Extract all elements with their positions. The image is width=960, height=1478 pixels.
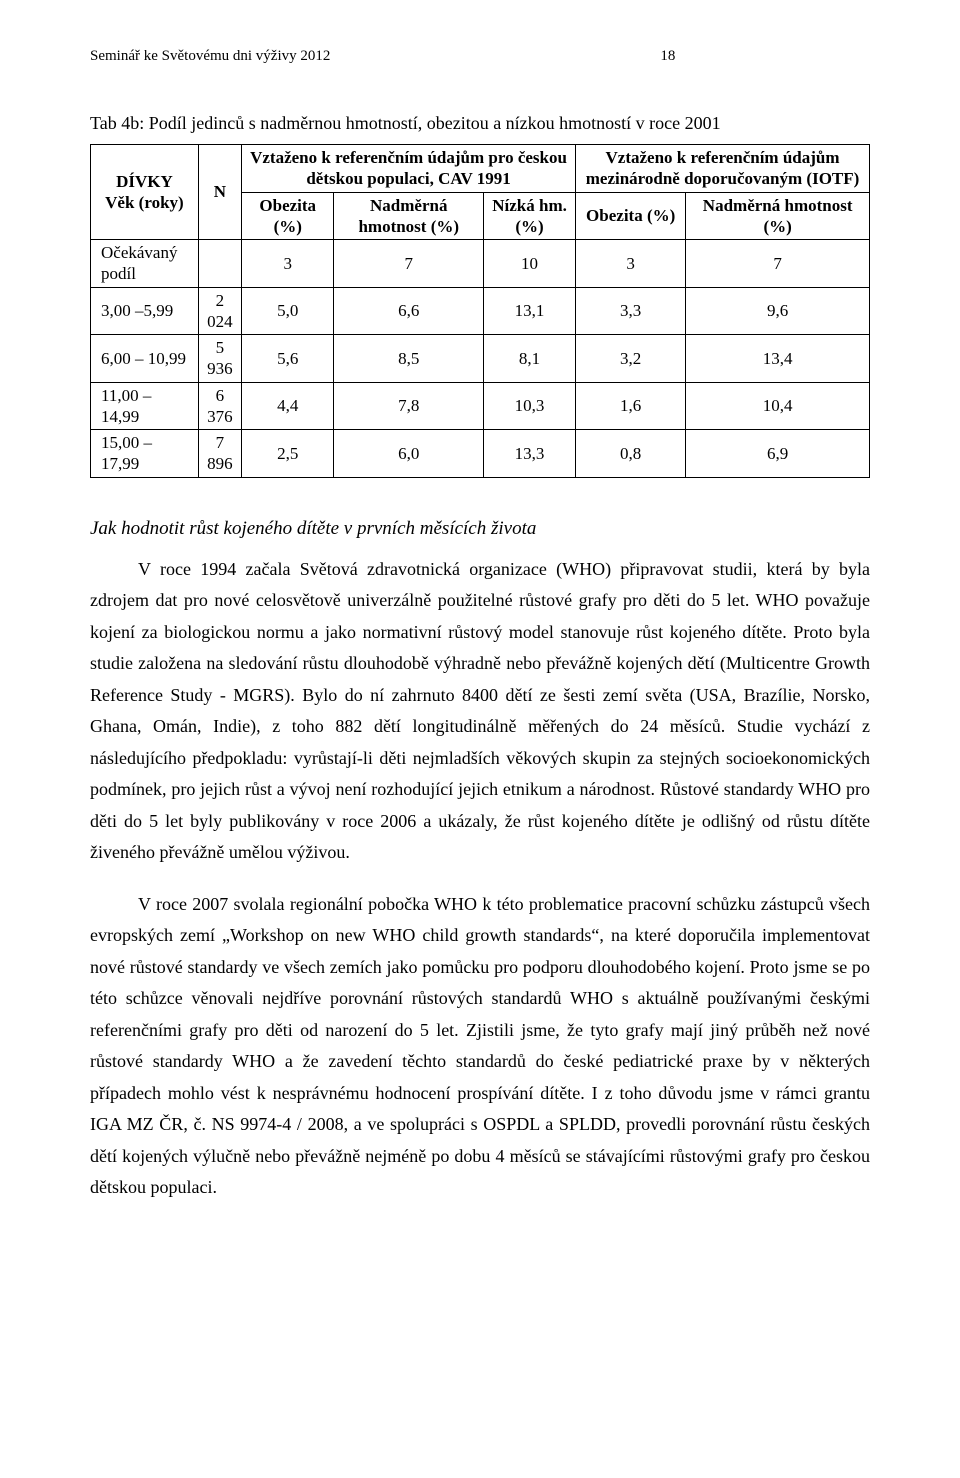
data-table: DÍVKY Věk (roky) N Vztaženo k referenční… xyxy=(90,144,870,478)
cell-a3: 8,1 xyxy=(484,335,576,383)
cell-n: 2 024 xyxy=(198,287,241,335)
table-row: 15,00 – 17,997 8962,56,013,30,86,9 xyxy=(91,430,870,478)
row-label: 11,00 – 14,99 xyxy=(91,382,199,430)
section-title: Jak hodnotit růst kojeného dítěte v prvn… xyxy=(90,518,870,540)
col-age-label2: Věk (roky) xyxy=(97,192,192,213)
cell-a1: 4,4 xyxy=(242,382,334,430)
cell-n: 6 376 xyxy=(198,382,241,430)
cell-a2: 6,0 xyxy=(334,430,484,478)
table-row: 11,00 – 14,996 3764,47,810,31,610,4 xyxy=(91,382,870,430)
cell-a1: 5,6 xyxy=(242,335,334,383)
table-caption: Tab 4b: Podíl jedinců s nadměrnou hmotno… xyxy=(90,113,870,134)
running-head: Seminář ke Světovému dni výživy 2012 18 xyxy=(90,48,870,65)
table-row: 6,00 – 10,995 9365,68,58,13,213,4 xyxy=(91,335,870,383)
col-b-obesity: Obezita (%) xyxy=(576,192,686,240)
cell-b1: 3,2 xyxy=(576,335,686,383)
cell-b1: 0,8 xyxy=(576,430,686,478)
col-age-header: DÍVKY Věk (roky) xyxy=(91,145,199,240)
cell-b2: 10,4 xyxy=(686,382,870,430)
cell-b1: 3 xyxy=(576,240,686,288)
cell-b2: 9,6 xyxy=(686,287,870,335)
row-label: 15,00 – 17,99 xyxy=(91,430,199,478)
paragraph-2: V roce 2007 svolala regionální pobočka W… xyxy=(90,889,870,1204)
cell-b2: 6,9 xyxy=(686,430,870,478)
running-title: Seminář ke Světovému dni výživy 2012 xyxy=(90,48,330,65)
cell-b1: 1,6 xyxy=(576,382,686,430)
row-label: 3,00 –5,99 xyxy=(91,287,199,335)
page: Seminář ke Světovému dni výživy 2012 18 … xyxy=(0,0,960,1284)
col-b-overweight: Nadměrná hmotnost (%) xyxy=(686,192,870,240)
col-group-a-header: Vztaženo k referenčním údajům pro českou… xyxy=(242,145,576,193)
cell-b2: 7 xyxy=(686,240,870,288)
cell-a2: 8,5 xyxy=(334,335,484,383)
row-label: 6,00 – 10,99 xyxy=(91,335,199,383)
col-a-low: Nízká hm. (%) xyxy=(484,192,576,240)
col-group-b-header: Vztaženo k referenčním údajům mezinárodn… xyxy=(576,145,870,193)
cell-a2: 7,8 xyxy=(334,382,484,430)
row-label: Očekávaný podíl xyxy=(91,240,199,288)
table-row: Očekávaný podíl371037 xyxy=(91,240,870,288)
table-row: 3,00 –5,992 0245,06,613,13,39,6 xyxy=(91,287,870,335)
cell-n: 5 936 xyxy=(198,335,241,383)
cell-a1: 2,5 xyxy=(242,430,334,478)
cell-a3: 10,3 xyxy=(484,382,576,430)
cell-a3: 13,3 xyxy=(484,430,576,478)
cell-a1: 3 xyxy=(242,240,334,288)
page-number: 18 xyxy=(660,48,675,65)
cell-n xyxy=(198,240,241,288)
col-age-label1: DÍVKY xyxy=(97,171,192,192)
cell-b2: 13,4 xyxy=(686,335,870,383)
col-n-header: N xyxy=(198,145,241,240)
col-a-obesity: Obezita (%) xyxy=(242,192,334,240)
cell-a2: 7 xyxy=(334,240,484,288)
cell-a3: 13,1 xyxy=(484,287,576,335)
paragraph-1: V roce 1994 začala Světová zdravotnická … xyxy=(90,554,870,869)
cell-a1: 5,0 xyxy=(242,287,334,335)
cell-b1: 3,3 xyxy=(576,287,686,335)
cell-a3: 10 xyxy=(484,240,576,288)
cell-n: 7 896 xyxy=(198,430,241,478)
cell-a2: 6,6 xyxy=(334,287,484,335)
col-a-overweight: Nadměrná hmotnost (%) xyxy=(334,192,484,240)
